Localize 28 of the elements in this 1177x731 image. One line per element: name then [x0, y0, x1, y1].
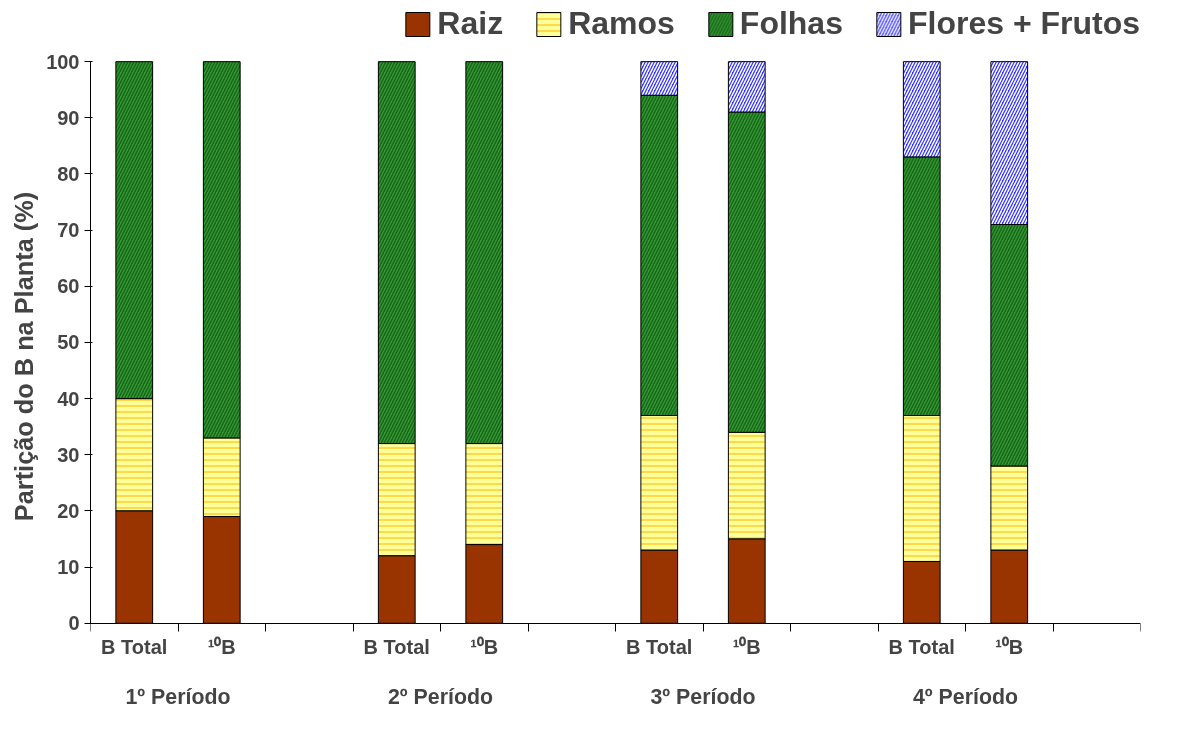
y-tick-label: 20	[57, 499, 80, 522]
text: 2º Período	[388, 685, 493, 710]
y-tick-label: 10	[57, 556, 80, 579]
x-tick-label: ¹⁰B	[732, 636, 761, 659]
y-tick-label: 30	[57, 443, 80, 466]
x-tick-label: ¹⁰B	[207, 636, 236, 659]
x-tick-label: B Total	[363, 636, 430, 659]
y-tick-label: 0	[68, 612, 80, 635]
legend-label: Folhas	[739, 5, 843, 42]
y-tick-label: 80	[57, 162, 80, 185]
text: 4º Período	[913, 685, 1018, 710]
y-tick-label: 40	[57, 387, 80, 410]
text: 1º Período	[125, 685, 231, 710]
y-tick-label: 60	[57, 275, 80, 298]
legend-label: Raiz	[437, 5, 504, 42]
text: 3º Período	[650, 685, 756, 710]
x-tick-label: ¹⁰B	[470, 636, 499, 659]
y-axis-title: Partição do B na Planta (%)	[10, 191, 39, 522]
x-tick-label: B Total	[626, 636, 693, 659]
y-tick-label: 70	[57, 219, 80, 242]
x-tick-label: ¹⁰B	[995, 636, 1024, 659]
legend-label: Ramos	[568, 5, 675, 42]
x-tick-label: B Total	[101, 636, 168, 659]
y-tick-label: 50	[57, 331, 80, 354]
legend-label: Flores + Frutos	[907, 5, 1140, 42]
y-tick-label: 90	[57, 106, 80, 129]
y-tick-label: 100	[46, 50, 80, 73]
x-tick-label: B Total	[888, 636, 955, 659]
